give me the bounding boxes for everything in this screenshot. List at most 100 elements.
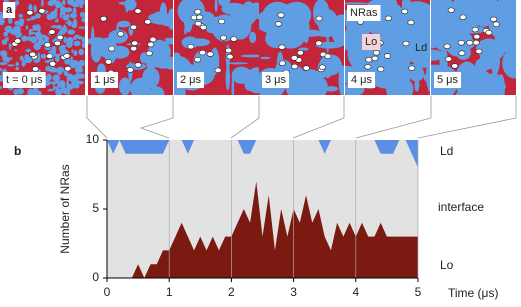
- ld-domain: [249, 31, 257, 43]
- nras-protein: [38, 8, 46, 14]
- nras-protein: [49, 61, 57, 67]
- ld-domain: [71, 23, 78, 29]
- area-ld: [107, 140, 418, 168]
- nras-protein: [144, 19, 152, 25]
- ld-domain: [434, 20, 445, 51]
- ld-domain: [56, 17, 59, 21]
- snapshot-label: a: [6, 4, 13, 16]
- connectors: [86, 96, 517, 139]
- nras-protein: [14, 38, 22, 44]
- ld-domain: [245, 67, 259, 94]
- ld-domain: [54, 8, 58, 12]
- ld-domain: [425, 64, 430, 89]
- nras-protein: [466, 40, 474, 46]
- ld-domain: [71, 74, 76, 80]
- nras-protein: [457, 40, 465, 46]
- ld-domain: [1, 39, 8, 45]
- ld-domain: [79, 0, 83, 8]
- label-box: [177, 72, 205, 88]
- ld-domain: [32, 16, 35, 21]
- ld-domain: [59, 5, 66, 13]
- nras-protein: [44, 42, 52, 48]
- ld-domain: [81, 17, 85, 22]
- nras-protein: [225, 47, 233, 54]
- ld-domain: [72, 60, 79, 68]
- ld-domain: [23, 60, 26, 66]
- nras-protein: [214, 67, 222, 74]
- ld-domain: [15, 0, 19, 6]
- ld-domain: [53, 83, 56, 92]
- nras-protein: [278, 60, 286, 66]
- ld-domain: [66, 83, 74, 91]
- ld-domain: [31, 87, 39, 95]
- x-tick-label: 0: [104, 285, 111, 299]
- ld-domain: [502, 47, 516, 79]
- ld-domain: [40, 53, 47, 59]
- ld-domain: [51, 64, 55, 73]
- ld-domain: [455, 61, 479, 95]
- snapshot-label: Lo: [365, 36, 377, 48]
- nras-protein: [408, 65, 416, 71]
- nras-protein: [471, 26, 479, 33]
- x-tick-label: 2: [228, 285, 235, 299]
- ld-domain: [181, 36, 199, 49]
- nras-protein: [475, 48, 483, 54]
- nras-protein: [407, 19, 415, 26]
- nras-protein: [402, 40, 410, 47]
- ld-domain: [47, 89, 52, 92]
- nras-protein: [377, 66, 385, 72]
- ld-domain: [26, 18, 32, 21]
- ld-domain: [193, 50, 211, 74]
- nras-protein: [134, 8, 142, 14]
- nras-protein: [105, 59, 113, 65]
- ld-domain: [70, 56, 73, 62]
- ld-domain: [57, 25, 62, 29]
- ld-domain: [174, 52, 181, 61]
- ld-domain: [0, 61, 8, 66]
- ld-domain: [222, 19, 244, 41]
- nras-protein: [365, 57, 373, 63]
- ld-domain: [15, 61, 19, 67]
- ld-domain: [3, 0, 10, 2]
- nras-protein: [108, 45, 116, 52]
- nras-protein: [290, 55, 298, 61]
- ld-domain: [19, 55, 24, 61]
- snapshot-label: 1 μs: [94, 74, 116, 86]
- ld-domain: [59, 28, 66, 35]
- connector: [417, 96, 517, 139]
- nras-protein: [145, 50, 153, 57]
- ld-domain: [0, 85, 2, 90]
- nras-protein: [53, 40, 61, 47]
- ld-domain: [88, 37, 107, 46]
- ld-domain: [413, 12, 416, 35]
- ld-domain: [167, 8, 173, 30]
- label-box: [434, 72, 462, 88]
- ld-domain: [55, 54, 60, 63]
- label-box: [91, 72, 119, 88]
- ld-domain: [18, 13, 23, 18]
- nras-protein: [277, 12, 285, 18]
- ld-domain: [71, 49, 74, 54]
- nras-protein: [206, 51, 214, 57]
- label-box: [262, 72, 290, 88]
- ld-domain: [4, 26, 11, 32]
- ld-domain: [118, 77, 131, 95]
- nras-protein: [131, 40, 139, 46]
- ld-domain: [480, 41, 506, 61]
- connector: [86, 96, 108, 139]
- ld-domain: [54, 0, 62, 9]
- label-box: [347, 5, 381, 21]
- y-tick-label: 0: [92, 270, 99, 284]
- nras-protein: [130, 24, 138, 31]
- nras-protein: [226, 53, 234, 60]
- ld-domain: [7, 64, 15, 67]
- ld-domain: [74, 34, 80, 37]
- nras-protein: [56, 34, 64, 41]
- connector: [355, 96, 432, 139]
- nras-protein: [29, 51, 37, 58]
- nras-protein: [219, 35, 227, 41]
- ld-domain: [431, 64, 453, 74]
- ld-domain: [260, 56, 271, 60]
- nras-protein: [194, 56, 202, 63]
- y-tick-label: 10: [86, 132, 100, 146]
